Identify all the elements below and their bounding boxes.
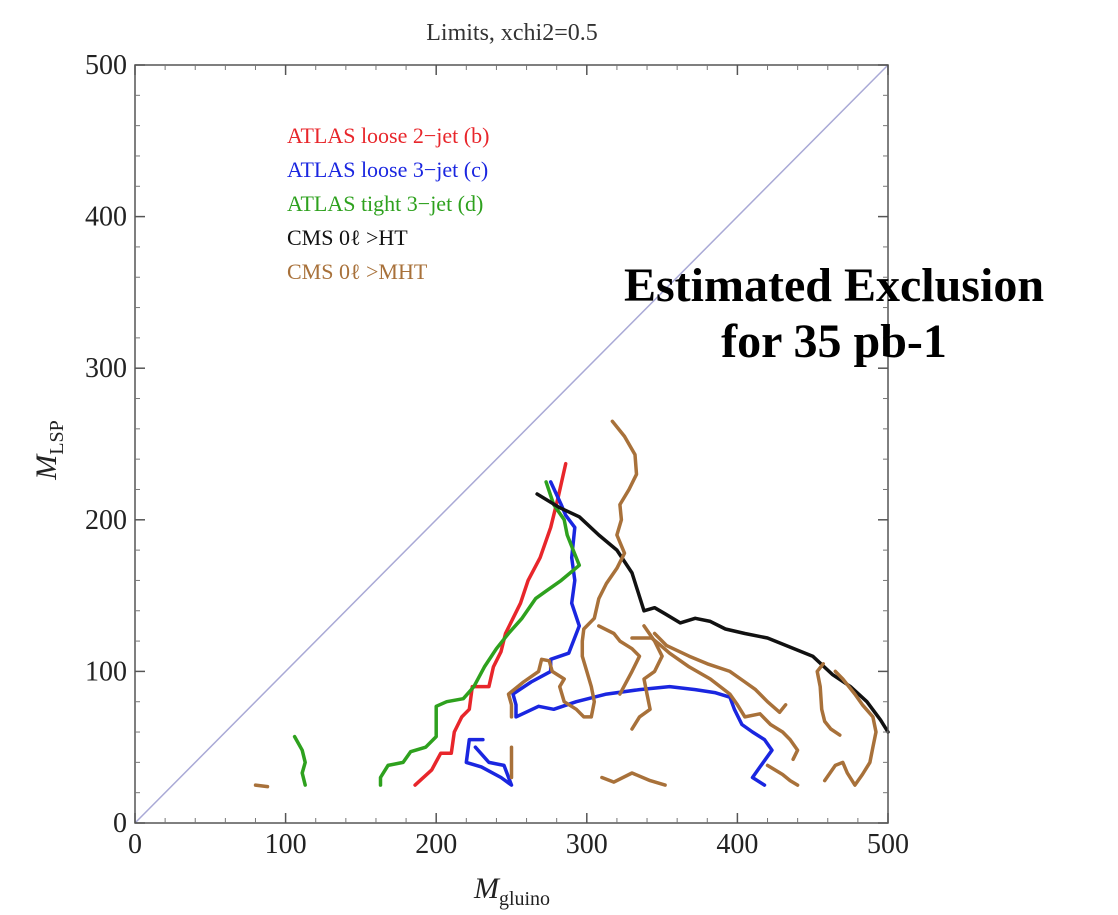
x-axis-label: Mgluino	[473, 872, 550, 910]
series-line	[630, 636, 800, 762]
legend-entry: CMS 0ℓ >HT	[287, 225, 408, 250]
series-line	[506, 419, 639, 719]
y-tick-label: 400	[85, 202, 127, 233]
chart-title: Limits, xchi2=0.5	[426, 20, 598, 46]
series-line	[535, 492, 890, 734]
series-line	[413, 461, 568, 787]
legend-entry: CMS 0ℓ >MHT	[287, 259, 428, 284]
series-line	[253, 783, 270, 789]
legend-entry: ATLAS loose 2−jet (b)	[287, 123, 489, 148]
series-line	[822, 669, 878, 787]
diagonal-layer	[134, 64, 889, 824]
diagonal-line	[134, 64, 889, 824]
series-line	[464, 737, 514, 787]
legend-entry: ATLAS loose 3−jet (c)	[287, 157, 488, 182]
legend: ATLAS loose 2−jet (b) ATLAS loose 3−jet (…	[287, 123, 489, 284]
series-line	[378, 480, 582, 787]
ticks-layer: 0 100 200 300 400 500 0 100 200 300 400 500	[85, 50, 909, 860]
series-layer	[253, 419, 890, 789]
y-axis-label: MLSP	[30, 420, 68, 480]
x-tick-label: 400	[716, 829, 758, 860]
series-4	[253, 419, 878, 789]
legend-entry: ATLAS tight 3−jet (d)	[287, 191, 483, 216]
y-tick-label: 200	[85, 505, 127, 536]
series-1	[464, 480, 774, 787]
series-line	[815, 662, 842, 737]
y-tick-label: 300	[85, 353, 127, 384]
series-0	[413, 461, 568, 787]
x-tick-label: 0	[128, 829, 142, 860]
plot-frame	[134, 64, 889, 824]
annotation-line-1: Estimated Exclusion	[623, 259, 1045, 312]
series-line	[652, 631, 788, 715]
series-3	[535, 492, 890, 734]
series-line	[630, 624, 664, 731]
annotation: Estimated Exclusion for 35 pb-1	[560, 258, 1108, 370]
series-line	[597, 624, 642, 696]
y-tick-label: 0	[113, 808, 127, 839]
y-tick-label: 100	[85, 656, 127, 687]
series-line	[765, 763, 800, 787]
x-tick-label: 200	[415, 829, 457, 860]
series-line	[511, 480, 774, 787]
x-tick-label: 100	[265, 829, 307, 860]
series-line	[600, 771, 667, 787]
series-line	[292, 734, 307, 787]
series-2	[292, 480, 582, 787]
x-tick-label: 500	[867, 829, 909, 860]
x-tick-label: 300	[566, 829, 608, 860]
annotation-line-2: for 35 pb-1	[721, 315, 947, 368]
y-tick-label: 500	[85, 50, 127, 81]
